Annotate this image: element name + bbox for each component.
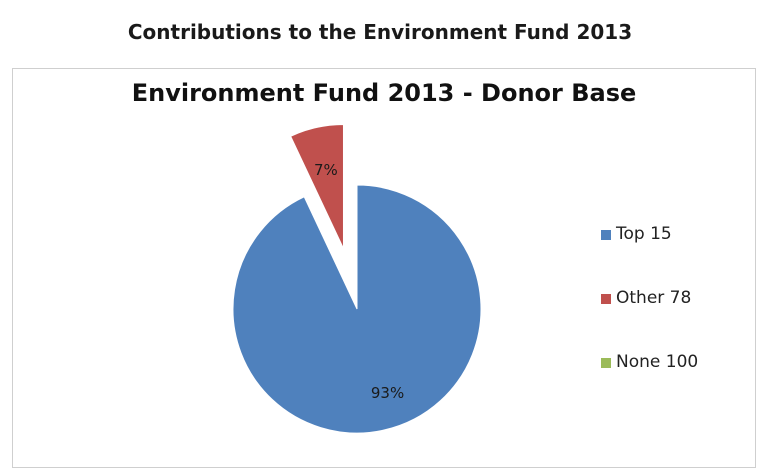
- page-title: Contributions to the Environment Fund 20…: [127, 20, 633, 44]
- pie-chart: 93% 7%: [232, 123, 482, 434]
- legend-label: Other 78: [616, 288, 692, 308]
- legend-label: Top 15: [616, 224, 672, 244]
- chart-area: Environment Fund 2013 - Donor Base 93% 7%…: [12, 68, 756, 468]
- legend-swatch: [601, 294, 611, 304]
- legend-swatch: [601, 230, 611, 240]
- data-label-top-15: 93%: [371, 384, 404, 402]
- data-label-other-78: 7%: [314, 161, 338, 179]
- pie-slice-other-78: [290, 123, 344, 249]
- pie-slice-top-15: [232, 184, 482, 434]
- legend-swatch: [601, 358, 611, 368]
- legend-label: None 100: [616, 352, 699, 372]
- chart-title: Environment Fund 2013 - Donor Base: [131, 79, 637, 107]
